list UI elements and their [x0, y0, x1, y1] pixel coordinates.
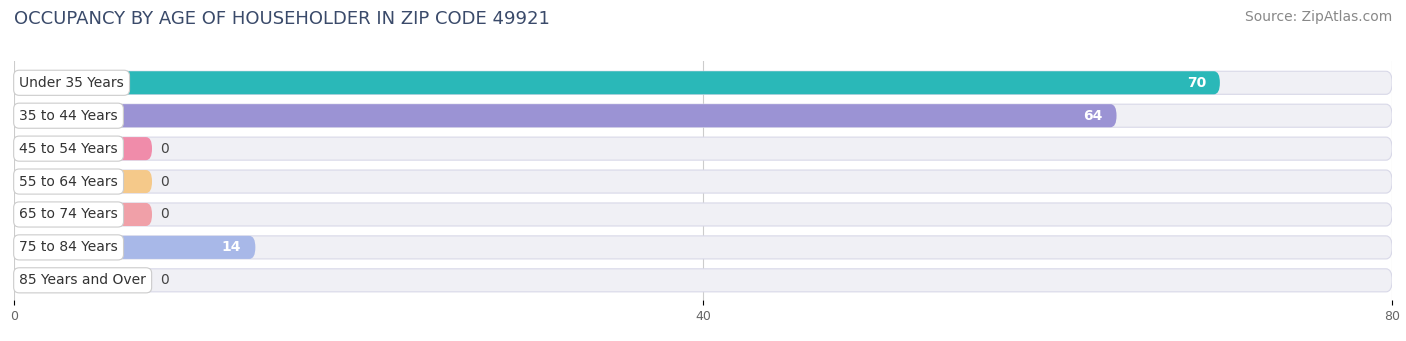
Text: 0: 0: [160, 142, 169, 155]
Text: 85 Years and Over: 85 Years and Over: [20, 273, 146, 287]
FancyBboxPatch shape: [14, 137, 152, 160]
Text: 14: 14: [222, 240, 242, 254]
FancyBboxPatch shape: [14, 71, 1392, 94]
FancyBboxPatch shape: [14, 170, 1392, 193]
FancyBboxPatch shape: [14, 203, 152, 226]
Text: 65 to 74 Years: 65 to 74 Years: [20, 207, 118, 221]
Text: 0: 0: [160, 273, 169, 287]
Text: 70: 70: [1187, 76, 1206, 90]
FancyBboxPatch shape: [14, 104, 1116, 127]
Text: 35 to 44 Years: 35 to 44 Years: [20, 109, 118, 123]
Text: 0: 0: [160, 207, 169, 221]
FancyBboxPatch shape: [14, 170, 152, 193]
FancyBboxPatch shape: [14, 236, 256, 259]
FancyBboxPatch shape: [14, 137, 1392, 160]
Text: Under 35 Years: Under 35 Years: [20, 76, 124, 90]
Text: OCCUPANCY BY AGE OF HOUSEHOLDER IN ZIP CODE 49921: OCCUPANCY BY AGE OF HOUSEHOLDER IN ZIP C…: [14, 10, 550, 28]
FancyBboxPatch shape: [14, 236, 1392, 259]
FancyBboxPatch shape: [14, 269, 1392, 292]
FancyBboxPatch shape: [14, 104, 1392, 127]
FancyBboxPatch shape: [14, 269, 152, 292]
Text: 64: 64: [1083, 109, 1102, 123]
FancyBboxPatch shape: [14, 203, 1392, 226]
FancyBboxPatch shape: [14, 71, 1220, 94]
Text: 0: 0: [160, 175, 169, 189]
Text: Source: ZipAtlas.com: Source: ZipAtlas.com: [1244, 10, 1392, 24]
Text: 45 to 54 Years: 45 to 54 Years: [20, 142, 118, 155]
Text: 55 to 64 Years: 55 to 64 Years: [20, 175, 118, 189]
Text: 75 to 84 Years: 75 to 84 Years: [20, 240, 118, 254]
